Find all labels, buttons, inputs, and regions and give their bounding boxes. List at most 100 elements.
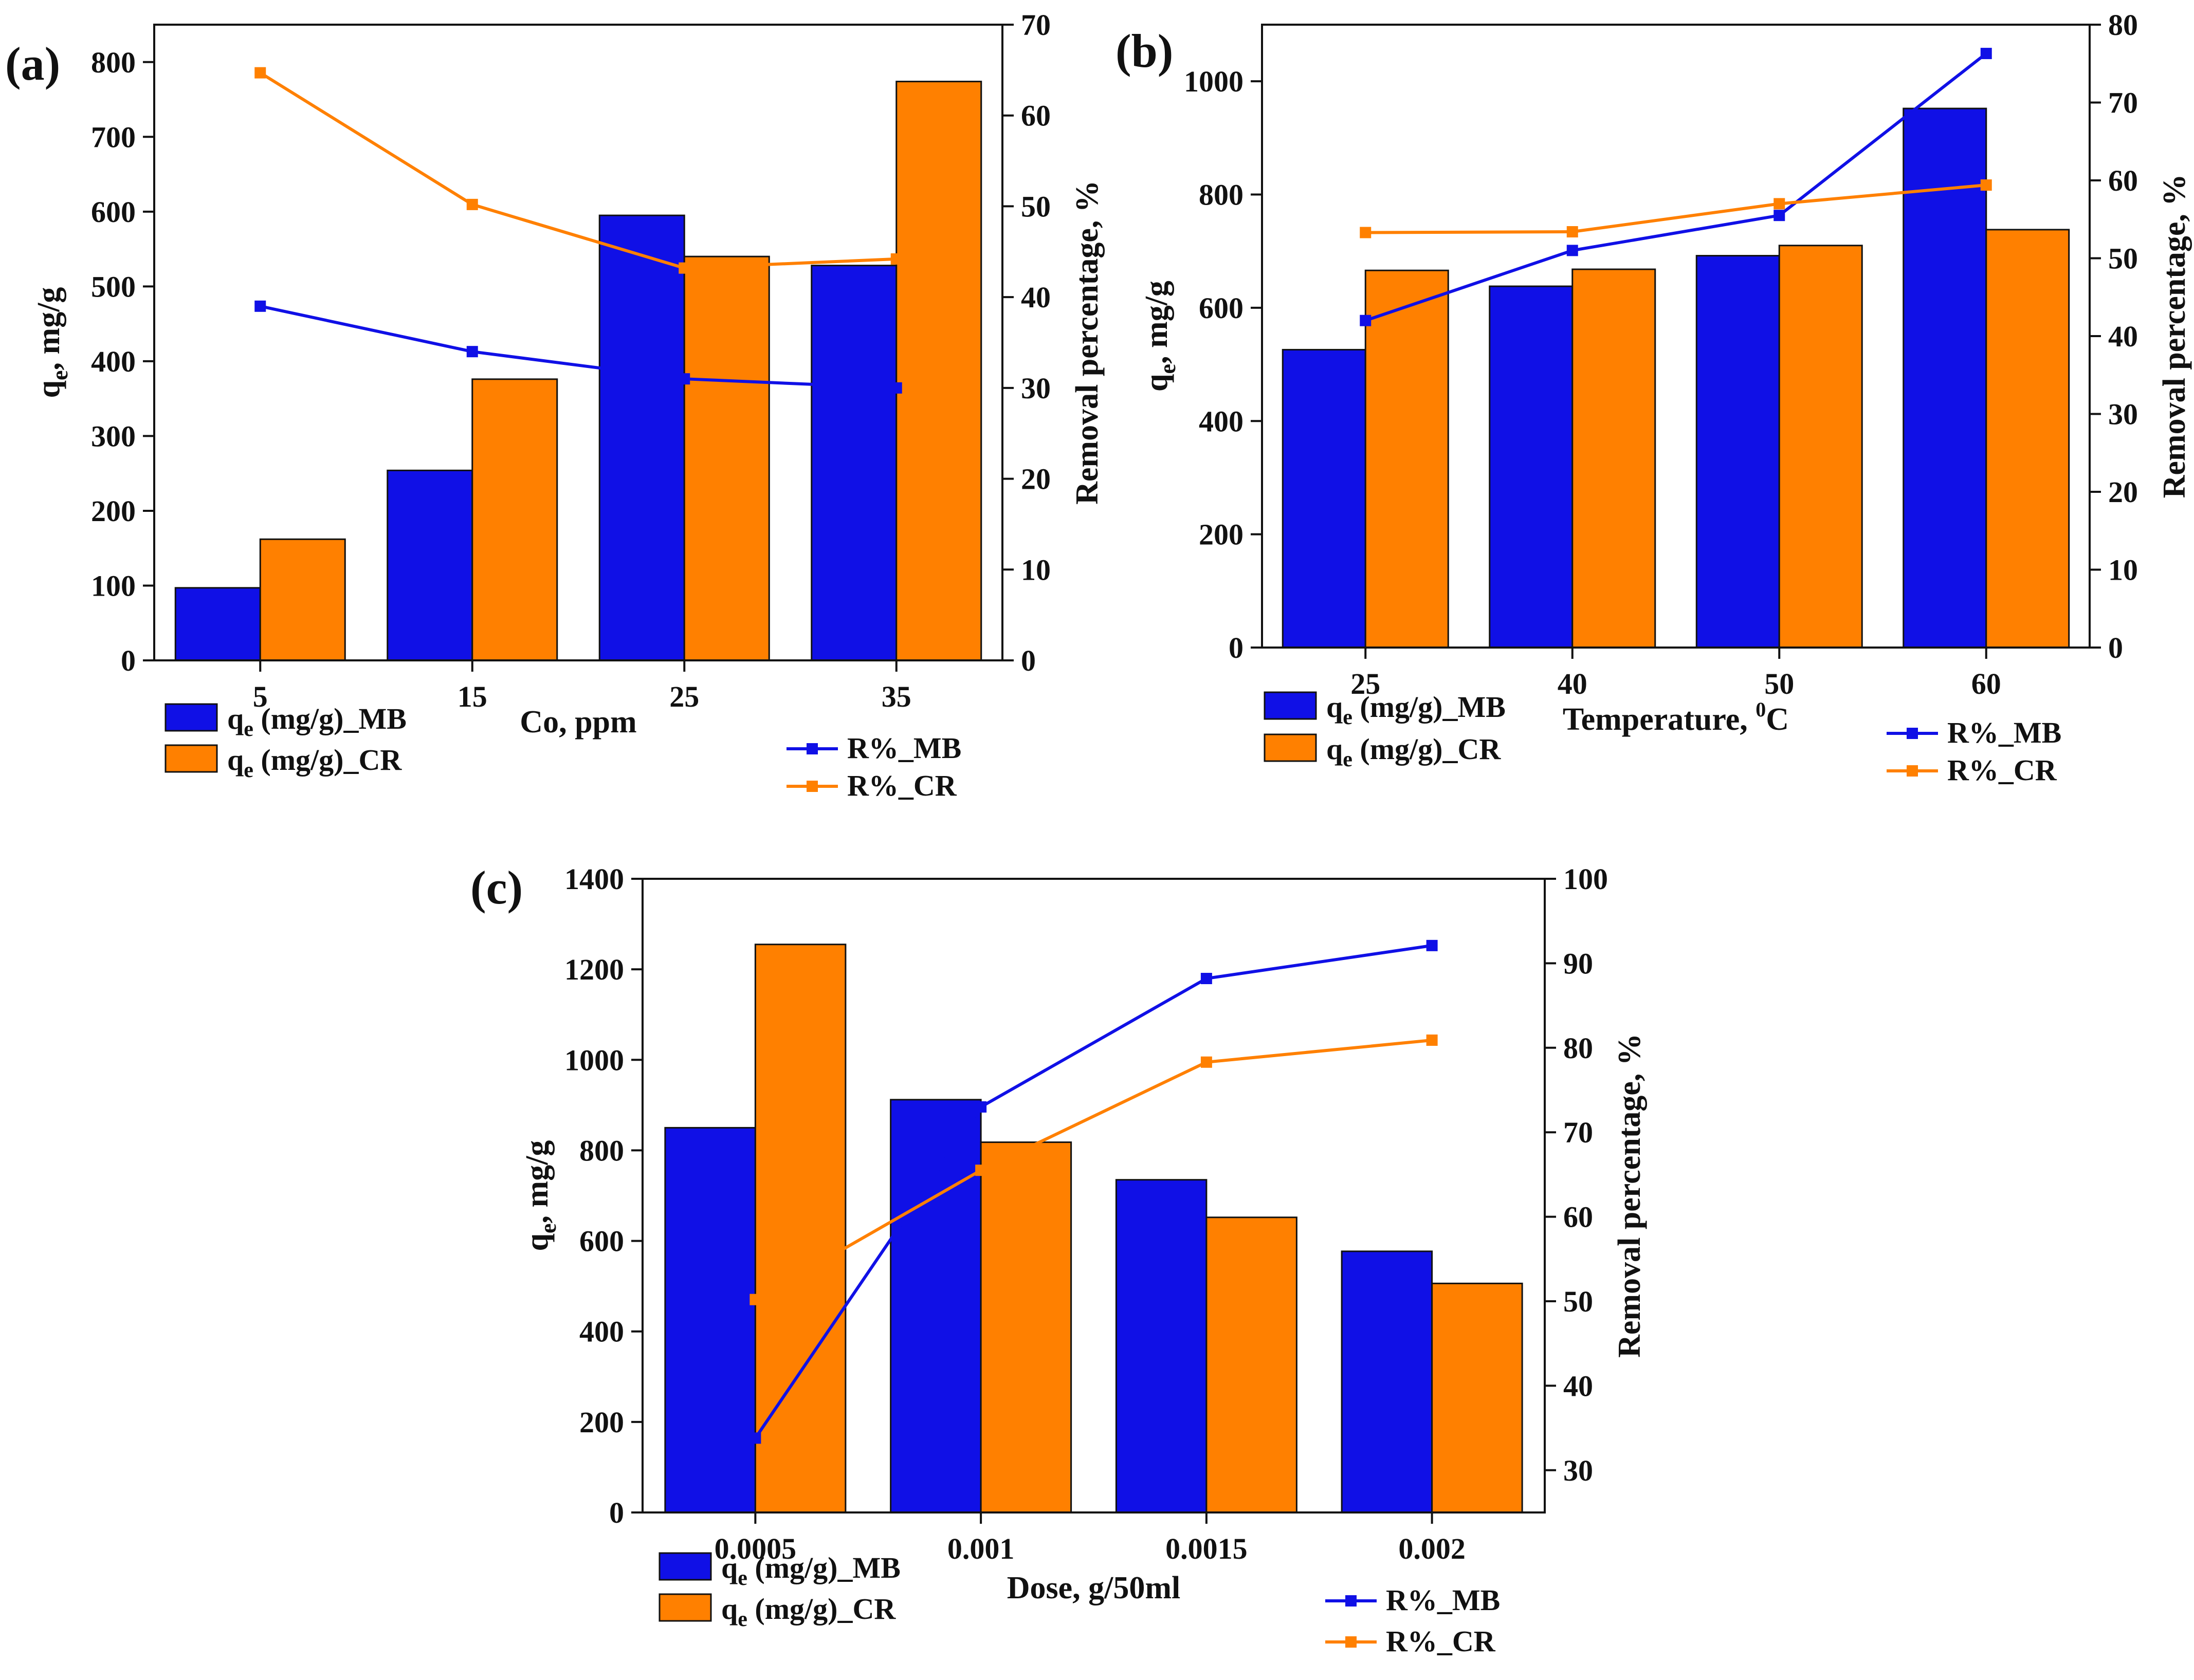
marker-r-cr-3 (890, 253, 902, 265)
y2-tick-label: 40 (2108, 320, 2138, 353)
y2-axis-title: Removal percentage, % (2157, 174, 2192, 499)
legend-marker-r-cr (1907, 765, 1918, 777)
bar-cr-1 (980, 1141, 1072, 1513)
legend-label-qe-mb: qe (mg/g)_MB (227, 702, 407, 741)
bar-cr-0 (754, 944, 847, 1513)
legend-q: q (721, 1592, 738, 1626)
chart-panel-2: 0 200 400 600 800 1000 1200 1400 30 40 50 60 70 80 90 1… (470, 861, 1647, 1658)
x-tick-label: 25 (669, 680, 699, 713)
bar-mb-1 (1489, 285, 1574, 649)
x-tick-label: 0.001 (947, 1532, 1015, 1565)
legend-marker-r-cr (807, 781, 818, 792)
y-tick-label: 200 (1199, 518, 1244, 551)
y2-tick-label: 40 (1563, 1369, 1593, 1402)
legend-marker-r-mb (1345, 1595, 1357, 1607)
y-axis-title-sub: e (536, 1223, 561, 1233)
marker-r-mb-3 (1980, 48, 1992, 60)
bar-mb-1 (890, 1099, 982, 1513)
bar-mb-3 (811, 265, 898, 661)
marker-r-cr-1 (466, 198, 478, 210)
y-tick-label: 0 (1229, 631, 1244, 664)
y2-tick-label: 90 (1563, 947, 1593, 980)
marker-r-cr-2 (1200, 1056, 1212, 1068)
marker-r-mb-2 (1774, 210, 1785, 221)
y-tick-label: 100 (91, 569, 136, 602)
x-tick-label: 0.0005 (715, 1532, 797, 1565)
legend-sub: e (738, 1608, 747, 1631)
legend-sub: e (738, 1566, 747, 1590)
bar-cr-0 (259, 538, 346, 661)
legend-label-qe-cr: qe (mg/g)_CR (1326, 732, 1501, 771)
chart-panel-0: 0 100 200 300 400 500 600 700 800 0 10 20 30 40 50 60 70… (5, 8, 1105, 802)
y-axis-title-q: q (31, 380, 66, 398)
panel-label: (c) (470, 861, 523, 914)
y-tick-label: 0 (609, 1496, 624, 1529)
x-tick-label: 5 (253, 680, 268, 713)
y-tick-label: 0 (121, 644, 136, 677)
y2-tick-label: 50 (1563, 1285, 1593, 1318)
bar-mb-2 (1115, 1179, 1208, 1513)
marker-r-cr-3 (1980, 179, 1992, 191)
legend-rest: (mg/g)_MB (747, 1551, 901, 1584)
x-tick-label: 60 (1971, 667, 2001, 700)
plot-frame (642, 878, 1546, 1513)
marker-r-cr-3 (1426, 1035, 1438, 1046)
y2-tick-label: 70 (1021, 8, 1051, 42)
legend-q: q (721, 1551, 738, 1584)
y2-tick-label: 30 (2108, 398, 2138, 431)
legend-swatch-qe-cr (164, 744, 218, 773)
line-r-mb (754, 944, 1433, 1439)
bar-cr-1 (471, 378, 558, 661)
line-r-cr (1365, 183, 1987, 234)
legend-label-r-mb: R%_MB (847, 731, 961, 765)
bar-cr-3 (1431, 1282, 1523, 1513)
legend-rest: (mg/g)_MB (1352, 690, 1506, 724)
bar-mb-2 (598, 214, 685, 661)
legend-swatch-qe-mb (1264, 691, 1317, 720)
legend-rest: (mg/g)_MB (253, 702, 407, 735)
bar-cr-2 (683, 255, 770, 661)
y-tick-label: 400 (1199, 404, 1244, 438)
x-tick-label: 35 (882, 680, 911, 713)
bar-cr-3 (895, 81, 982, 661)
bar-mb-3 (1341, 1250, 1433, 1513)
legend-label-qe-cr: qe (mg/g)_CR (721, 1592, 896, 1631)
y2-axis-title: Removal percentage, % (1070, 180, 1105, 505)
legend-rest: (mg/g)_CR (1352, 732, 1501, 766)
bar-mb-0 (664, 1127, 756, 1513)
y-tick-label: 800 (91, 46, 136, 79)
bar-mb-1 (387, 469, 473, 661)
y-axis-title: qe, mg/g (1139, 281, 1180, 392)
x-axis-title: Dose, g/50ml (1007, 1571, 1181, 1605)
marker-r-cr-0 (254, 67, 266, 79)
y2-tick-label: 30 (1021, 372, 1051, 405)
y-tick-label: 1000 (1184, 65, 1244, 98)
y2-tick-label: 30 (1563, 1454, 1593, 1487)
bar-cr-1 (1571, 268, 1656, 649)
bar-cr-2 (1778, 245, 1863, 649)
y2-tick-label: 0 (1021, 644, 1036, 677)
marker-r-cr-1 (975, 1165, 987, 1176)
y-axis-title: qe, mg/g (31, 287, 72, 398)
y-tick-label: 600 (91, 195, 136, 229)
y2-tick-label: 10 (1021, 553, 1051, 586)
line-r-cr (754, 1039, 1432, 1301)
legend-marker-r-mb (1907, 728, 1918, 739)
marker-r-mb-0 (1360, 315, 1372, 326)
x-axis-title: Co, ppm (520, 705, 636, 740)
marker-r-cr-0 (749, 1294, 761, 1305)
y2-tick-label: 20 (2108, 475, 2138, 509)
line-r-cr (259, 71, 897, 270)
legend-q: q (1326, 732, 1343, 766)
y2-tick-label: 80 (1563, 1031, 1593, 1065)
y2-tick-label: 100 (1563, 862, 1608, 896)
legend-swatch-qe-cr (1264, 733, 1317, 762)
marker-r-mb-2 (1200, 972, 1212, 984)
legend-marker-r-mb (807, 743, 818, 754)
marker-r-cr-2 (679, 262, 690, 274)
y-axis-title-rest: , mg/g (520, 1140, 555, 1224)
x-axis-title-sup: 0 (1756, 698, 1766, 721)
legend-label-r-cr: R%_CR (1947, 753, 2057, 787)
panel-label: (a) (5, 38, 60, 90)
